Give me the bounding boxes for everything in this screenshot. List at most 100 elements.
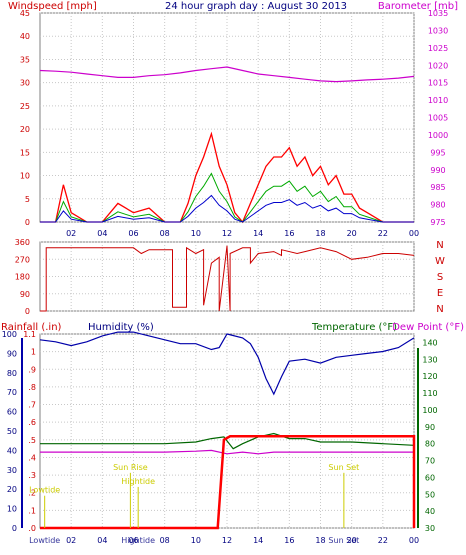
rain-tick-label: .6 bbox=[28, 418, 36, 427]
humidity-tick-label: 10 bbox=[7, 505, 17, 514]
rain-tick-label: .8 bbox=[28, 383, 36, 392]
direction-tick-label: 0 bbox=[25, 307, 30, 316]
temperature-tick-label: 60 bbox=[425, 473, 435, 482]
temperature-tick-label: 40 bbox=[425, 507, 435, 516]
bottom-annotation-label: Sun Set bbox=[328, 536, 359, 545]
direction-tick-label: 360 bbox=[15, 238, 30, 247]
wind-tick-label: 5 bbox=[25, 195, 30, 204]
chart-title: 24 hour graph day : August 30 2013 bbox=[165, 1, 347, 12]
barometer-tick-label: 990 bbox=[430, 166, 445, 175]
humidity-axis-title: Humidity (%) bbox=[88, 322, 154, 333]
bottom-x-tick-label: 20 bbox=[347, 536, 357, 545]
temperature-axis-title: Temperature (°F) bbox=[311, 322, 397, 333]
temperature-line bbox=[40, 432, 415, 450]
compass-label: N bbox=[436, 240, 443, 251]
barometer-tick-label: 995 bbox=[430, 148, 445, 157]
wind-tick-label: 30 bbox=[20, 79, 30, 88]
barometer-tick-label: 980 bbox=[430, 201, 445, 210]
barometer-tick-label: 1005 bbox=[428, 114, 448, 123]
annotation-label: Hightide bbox=[121, 477, 155, 486]
barometer-tick-label: 1000 bbox=[428, 131, 448, 140]
humidity-tick-label: 40 bbox=[7, 446, 17, 455]
humidity-tick-label: 60 bbox=[7, 408, 17, 417]
wind-x-tick-label: 16 bbox=[284, 229, 294, 238]
rain-tick-label: .7 bbox=[28, 401, 36, 410]
humidity-tick-label: 90 bbox=[7, 349, 17, 358]
wind-tick-label: 45 bbox=[20, 9, 30, 18]
direction-tick-label: 180 bbox=[15, 273, 30, 282]
wind-tick-label: 40 bbox=[20, 32, 30, 41]
temperature-tick-label: 90 bbox=[425, 423, 435, 432]
humidity-tick-label: 50 bbox=[7, 427, 17, 436]
barometer-tick-label: 1015 bbox=[428, 79, 448, 88]
dewpoint-axis-title: Dew Point (°F) bbox=[392, 322, 464, 333]
wind-x-tick-label: 08 bbox=[160, 229, 170, 238]
rain-tick-label: 1.1 bbox=[23, 330, 36, 339]
wind-tick-label: 15 bbox=[20, 148, 30, 157]
wind-x-tick-label: 04 bbox=[97, 229, 107, 238]
windspeed-axis-title: Windspeed [mph] bbox=[8, 1, 97, 12]
humidity-tick-label: 30 bbox=[7, 466, 17, 475]
barometer-axis-title: Barometer [mb] bbox=[378, 1, 458, 12]
wind-tick-label: 0 bbox=[25, 218, 30, 227]
temperature-tick-label: 70 bbox=[425, 457, 435, 466]
wind-x-tick-label: 10 bbox=[191, 229, 201, 238]
barometer-tick-label: 1025 bbox=[428, 44, 448, 53]
barometer-tick-label: 975 bbox=[430, 218, 445, 227]
annotation-label: Lowtide bbox=[29, 486, 60, 495]
rain-tick-label: 1 bbox=[31, 348, 36, 357]
wind-x-tick-label: 12 bbox=[222, 229, 232, 238]
rain-tick-label: .5 bbox=[28, 436, 36, 445]
wind-tick-label: 35 bbox=[20, 55, 30, 64]
bottom-x-tick-label: 02 bbox=[66, 536, 76, 545]
humidity-line bbox=[39, 331, 415, 396]
wind-x-tick-label: 02 bbox=[66, 229, 76, 238]
temperature-tick-label: 130 bbox=[422, 355, 437, 364]
temperature-tick-label: 140 bbox=[422, 338, 437, 347]
rain-tick-label: .1 bbox=[28, 506, 36, 515]
bottom-x-tick-label: 00 bbox=[409, 536, 419, 545]
wind-x-tick-label: 00 bbox=[409, 229, 419, 238]
annotation-label: Sun Rise bbox=[113, 463, 148, 472]
wind-tick-label: 25 bbox=[20, 102, 30, 111]
rain-tick-label: .2 bbox=[28, 489, 36, 498]
barometer-tick-label: 985 bbox=[430, 183, 445, 192]
bottom-x-tick-label: 16 bbox=[284, 536, 294, 545]
bottom-x-tick-label: 10 bbox=[191, 536, 201, 545]
rainfall-axis-title: Rainfall (.in) bbox=[1, 322, 62, 333]
wind-x-tick-label: 22 bbox=[378, 229, 388, 238]
bottom-x-tick-label: 06 bbox=[128, 536, 138, 545]
wind-x-tick-label: 20 bbox=[347, 229, 357, 238]
wind-x-tick-label: 18 bbox=[315, 229, 325, 238]
bottom-x-tick-label: 08 bbox=[160, 536, 170, 545]
wind-tick-label: 20 bbox=[20, 125, 30, 134]
wind-tick-label: 10 bbox=[20, 172, 30, 181]
bottom-annotation-label: Lowtide bbox=[29, 536, 60, 545]
wind-x-tick-label: 06 bbox=[128, 229, 138, 238]
temperature-tick-label: 30 bbox=[425, 524, 435, 533]
wind-x-tick-label: 14 bbox=[253, 229, 263, 238]
annotation-label: Sun Set bbox=[328, 463, 359, 472]
compass-label: W bbox=[435, 256, 445, 267]
barometer-tick-label: 1010 bbox=[428, 96, 448, 105]
compass-label: E bbox=[437, 288, 443, 299]
rain-tick-label: .0 bbox=[28, 524, 36, 533]
temperature-tick-label: 80 bbox=[425, 440, 435, 449]
bottom-annotation-label: Hightide bbox=[121, 536, 155, 545]
bottom-x-tick-label: 04 bbox=[97, 536, 107, 545]
bottom-x-tick-label: 14 bbox=[253, 536, 263, 545]
wind-gust-blue-line bbox=[40, 194, 414, 223]
bottom-x-tick-label: 22 bbox=[378, 536, 388, 545]
rain-tick-label: .3 bbox=[28, 471, 36, 480]
compass-label: N bbox=[436, 304, 443, 315]
barometer-tick-label: 1035 bbox=[428, 9, 448, 18]
bottom-x-tick-label: 12 bbox=[222, 536, 232, 545]
direction-tick-label: 90 bbox=[20, 290, 30, 299]
bottom-x-tick-label: 18 bbox=[315, 536, 325, 545]
rain-tick-label: .9 bbox=[28, 365, 36, 374]
humidity-tick-label: 70 bbox=[7, 388, 17, 397]
humidity-tick-label: 20 bbox=[7, 485, 17, 494]
temperature-tick-label: 120 bbox=[422, 372, 437, 381]
